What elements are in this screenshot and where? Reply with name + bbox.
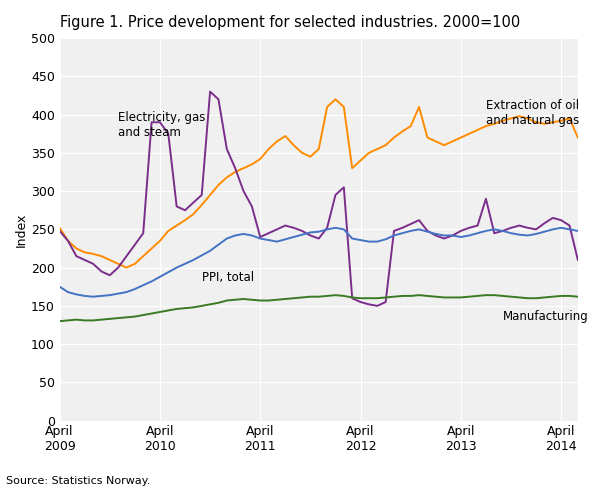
Text: Extraction of oil
and natural gas: Extraction of oil and natural gas [486,100,579,127]
Y-axis label: Index: Index [15,212,28,246]
Text: Manufacturing: Manufacturing [503,310,589,323]
Text: PPI, total: PPI, total [202,271,254,285]
Text: Electricity, gas
and steam: Electricity, gas and steam [118,111,206,139]
Text: Figure 1. Price development for selected industries. 2000=100: Figure 1. Price development for selected… [60,15,520,30]
Text: Source: Statistics Norway.: Source: Statistics Norway. [6,476,151,486]
